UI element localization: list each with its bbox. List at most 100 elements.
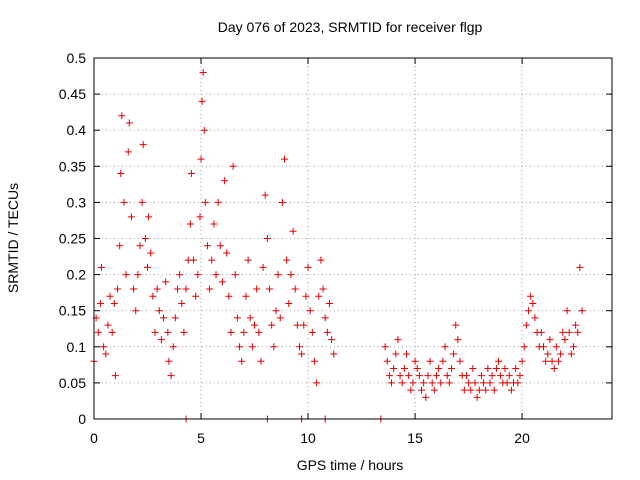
data-point (321, 314, 329, 322)
data-point (242, 292, 250, 300)
data-point (244, 256, 252, 264)
data-point (186, 220, 194, 228)
data-point (503, 379, 511, 387)
y-tick-label: 0.25 (59, 231, 86, 247)
data-point (578, 307, 586, 315)
data-point (516, 372, 524, 380)
data-point (317, 256, 325, 264)
data-point (302, 292, 310, 300)
data-point (531, 314, 539, 322)
y-axis-label: SRMTID / TECUs (5, 183, 21, 293)
data-point (512, 364, 520, 372)
data-point (561, 336, 569, 344)
data-point (465, 379, 473, 387)
data-point (385, 372, 393, 380)
data-point (383, 357, 391, 365)
data-point (104, 321, 112, 329)
data-point (289, 227, 297, 235)
data-point (210, 220, 218, 228)
data-point (308, 328, 316, 336)
data-point (514, 379, 522, 387)
data-point (199, 68, 207, 76)
data-point (167, 372, 175, 380)
data-point (475, 386, 483, 394)
data-point (426, 357, 434, 365)
data-point (450, 350, 458, 358)
y-tick-label: 0 (78, 411, 86, 427)
y-tick-label: 0.45 (59, 86, 86, 102)
data-point (263, 235, 271, 242)
data-point (196, 213, 204, 221)
data-point (187, 170, 195, 178)
data-point (223, 249, 231, 257)
data-point (192, 292, 200, 300)
data-point (456, 357, 464, 365)
data-point (554, 357, 562, 365)
data-point (310, 357, 318, 365)
data-point (394, 336, 402, 344)
x-tick-label: 20 (514, 430, 530, 446)
data-point (325, 299, 333, 307)
data-point (225, 292, 233, 300)
data-point (206, 285, 214, 293)
x-tick-label: 15 (407, 430, 423, 446)
data-point (544, 350, 552, 358)
data-point (527, 292, 535, 300)
data-point (153, 285, 161, 293)
data-point (147, 249, 155, 257)
data-point (201, 198, 209, 206)
data-point (116, 242, 124, 250)
data-point (313, 379, 321, 387)
data-point (415, 372, 423, 380)
data-point (134, 271, 142, 279)
data-point (227, 328, 235, 336)
y-tick-label: 0.05 (59, 375, 86, 391)
data-point (437, 379, 445, 387)
data-point (97, 263, 105, 271)
data-point (117, 170, 125, 178)
data-point (405, 372, 413, 380)
data-point (145, 213, 153, 221)
data-point (447, 364, 455, 372)
data-point (216, 242, 224, 250)
data-point (149, 292, 157, 300)
data-point (248, 343, 256, 351)
data-point (559, 328, 567, 336)
data-point (486, 379, 494, 387)
data-point (221, 177, 229, 185)
data-points (90, 68, 586, 423)
data-point (546, 336, 554, 344)
data-point (218, 278, 226, 286)
data-point (108, 328, 116, 336)
data-point (110, 299, 118, 307)
data-point (432, 372, 440, 380)
data-point (315, 292, 323, 300)
data-point (330, 350, 338, 358)
data-point (278, 198, 286, 206)
data-point (151, 328, 159, 336)
data-point (319, 285, 327, 293)
data-point (197, 155, 205, 163)
chart-title: Day 076 of 2023, SRMTID for receiver flg… (218, 19, 483, 35)
data-point (435, 364, 443, 372)
data-point (430, 386, 438, 394)
data-point (417, 386, 425, 394)
data-point (537, 328, 545, 336)
y-tick-label: 0.15 (59, 303, 86, 319)
data-point (169, 343, 177, 351)
data-point (144, 263, 152, 271)
data-point (94, 328, 102, 336)
data-point (490, 386, 498, 394)
data-point (255, 328, 263, 336)
data-point (407, 386, 415, 394)
data-point (139, 141, 147, 149)
x-tick-label: 5 (197, 430, 205, 446)
data-point (118, 112, 126, 120)
data-point (285, 299, 293, 307)
data-point (180, 328, 188, 336)
data-point (141, 235, 149, 242)
data-point (157, 336, 165, 344)
data-point (238, 357, 246, 365)
x-tick-label: 10 (300, 430, 316, 446)
